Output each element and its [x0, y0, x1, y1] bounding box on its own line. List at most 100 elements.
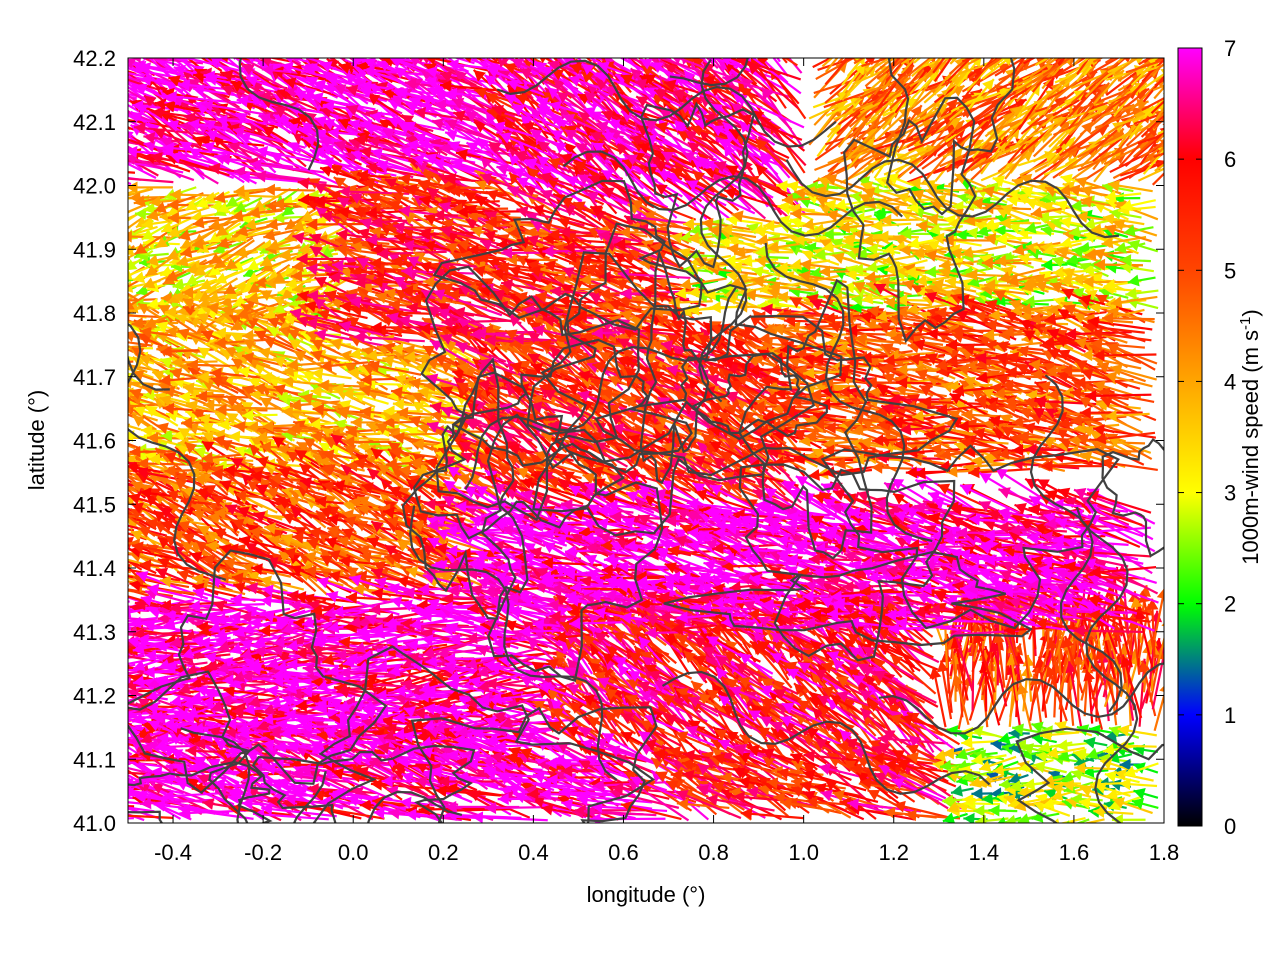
wind-arrow: [128, 528, 135, 532]
wind-arrow: [599, 58, 606, 64]
wind-arrow: [562, 58, 574, 63]
wind-arrow: [128, 160, 184, 174]
wind-arrow: [128, 162, 157, 179]
wind-arrow: [128, 576, 153, 589]
wind-arrow: [339, 58, 349, 65]
wind-arrow: [128, 524, 168, 537]
wind-arrow: [138, 526, 192, 550]
wind-arrow: [128, 210, 131, 214]
wind-arrow: [218, 58, 228, 63]
wind-arrow: [128, 607, 131, 610]
wind-arrow: [128, 670, 149, 680]
wind-arrow: [128, 249, 154, 271]
wind-arrow: [128, 290, 144, 302]
wind-arrow: [128, 814, 173, 820]
wind-arrow: [128, 559, 143, 571]
wind-arrow: [128, 410, 158, 422]
wind-arrow: [128, 744, 130, 748]
wind-arrow: [128, 424, 142, 431]
wind-arrow: [128, 552, 135, 556]
wind-arrow: [128, 341, 129, 345]
wind-arrow: [128, 130, 143, 146]
wind-arrow: [128, 708, 141, 713]
wind-arrow: [165, 410, 203, 423]
wind-arrow: [128, 626, 169, 631]
wind-arrow: [128, 589, 134, 593]
wind-arrow: [128, 387, 136, 392]
wind-arrow: [128, 341, 153, 347]
wind-arrow: [147, 431, 198, 444]
wind-arrow: [128, 348, 134, 353]
wind-arrow: [128, 807, 162, 820]
wind-arrow: [128, 493, 191, 515]
wind-arrow: [128, 110, 166, 128]
wind-arrow: [140, 424, 181, 437]
wind-arrow: [128, 492, 130, 496]
wind-arrow: [150, 783, 216, 815]
wind-arrow: [128, 683, 131, 687]
wind-arrow: [128, 806, 155, 813]
wind-arrow: [144, 404, 179, 427]
wind-arrow: [136, 467, 203, 485]
wind-arrow: [128, 402, 131, 406]
wind-arrow: [137, 457, 192, 470]
wind-arrow: [128, 145, 142, 156]
wind-arrow: [426, 58, 436, 64]
wind-arrow: [837, 58, 845, 64]
wind-arrow: [128, 755, 160, 780]
wind-arrow: [328, 58, 337, 63]
wind-arrow: [128, 475, 155, 486]
wind-arrow: [290, 58, 302, 65]
wind-arrow: [128, 469, 132, 473]
wind-arrow: [128, 95, 138, 100]
wind-arrow: [128, 298, 158, 302]
wind-arrow: [128, 673, 131, 677]
wind-arrow: [128, 537, 131, 540]
wind-arrow: [128, 652, 134, 656]
wind-arrow: [500, 58, 508, 63]
wind-arrow: [128, 77, 174, 87]
wind-arrow: [128, 103, 158, 123]
wind-arrow: [128, 559, 157, 575]
wind-arrow: [128, 717, 158, 727]
wind-arrow: [128, 217, 143, 230]
wind-arrow: [128, 177, 174, 184]
wind-arrow: [128, 410, 131, 414]
wind-arrow: [138, 354, 183, 372]
wind-arrow: [142, 268, 185, 289]
wind-arrow: [128, 276, 132, 281]
wind-arrow: [128, 282, 167, 310]
wind-arrow: [690, 58, 696, 63]
wind-arrow: [781, 58, 788, 64]
wind-arrow: [128, 474, 141, 488]
wind-arrow: [128, 364, 148, 373]
wind-arrow: [130, 530, 173, 551]
wind-arrow: [149, 58, 181, 67]
wind-arrow: [128, 689, 158, 693]
wind-arrow: [128, 588, 173, 598]
wind-arrow: [128, 104, 130, 107]
wind-arrow: [133, 628, 202, 641]
wind-arrow: [128, 512, 157, 531]
wind-arrow: [128, 112, 159, 127]
wind-arrow: [139, 559, 202, 572]
wind-arrow: [128, 181, 173, 194]
wind-arrow: [128, 745, 142, 757]
wind-arrow: [776, 58, 781, 63]
wind-arrow: [128, 769, 147, 784]
wind-arrow: [128, 801, 146, 806]
wind-arrow: [128, 187, 154, 197]
wind-arrow: [585, 58, 593, 63]
wind-arrow: [662, 58, 669, 62]
wind-arrow: [151, 58, 162, 66]
wind-arrow: [490, 58, 498, 63]
wind-arrow: [131, 370, 180, 390]
wind-arrow: [128, 694, 145, 702]
wind-arrow: [139, 797, 215, 810]
wind-arrow: [128, 758, 147, 773]
wind-arrow: [128, 805, 135, 808]
wind-arrow: [128, 478, 134, 484]
wind-arrow: [128, 588, 150, 597]
wind-arrow: [132, 58, 204, 65]
